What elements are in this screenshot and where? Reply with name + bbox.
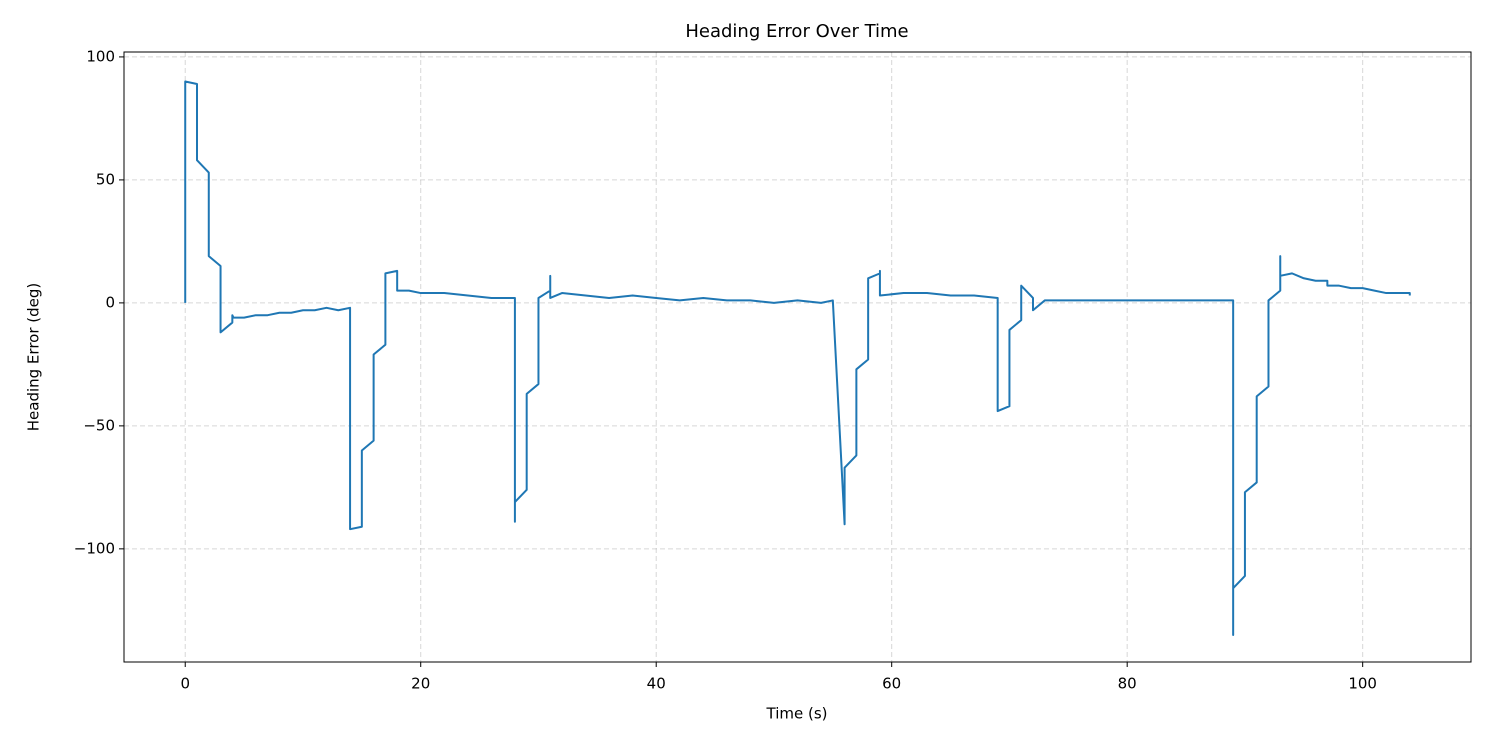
chart-title: Heading Error Over Time	[685, 21, 908, 42]
plot-frame	[123, 51, 1472, 663]
y-tick-label: −50	[83, 416, 115, 434]
x-tick-label: 100	[1348, 675, 1377, 693]
data-line	[184, 80, 1411, 636]
y-tick-label: 100	[86, 47, 115, 65]
y-tick-label: 50	[96, 170, 115, 188]
y-axis-label: Heading Error (deg)	[25, 283, 43, 432]
x-tick-label: 20	[411, 675, 430, 693]
y-tick-label: 0	[105, 293, 115, 311]
y-tick-label: −100	[74, 539, 115, 557]
x-tick-label: 80	[1118, 675, 1137, 693]
x-tick-label: 60	[882, 675, 901, 693]
x-tick-label: 40	[647, 675, 666, 693]
x-axis-label: Time (s)	[766, 705, 828, 723]
x-tick-label: 0	[180, 675, 190, 693]
